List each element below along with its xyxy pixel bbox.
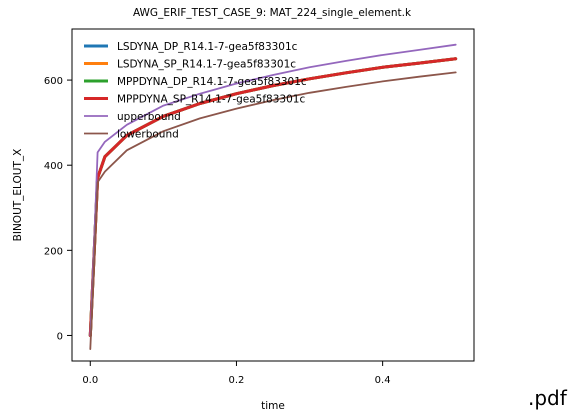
x-tick-label: 0.0 [82, 375, 98, 386]
legend-label: MPPDYNA_DP_R14.1-7-gea5f83301c [117, 76, 307, 88]
legend-label: LSDYNA_DP_R14.1-7-gea5f83301c [117, 41, 298, 53]
legend: LSDYNA_DP_R14.1-7-gea5f83301c LSDYNA_SP_R… [84, 41, 307, 141]
legend-label: upperbound [117, 111, 181, 123]
legend-label: LSDYNA_SP_R14.1-7-gea5f83301c [117, 59, 296, 71]
plot-frame [71, 28, 475, 362]
y-tick-label: 600 [44, 76, 63, 87]
x-tick-label: 0.2 [229, 375, 245, 386]
plot-area [88, 43, 458, 351]
series-line-MPPDYNA_SP_R14.1-7-gea5f83301c [88, 57, 458, 337]
legend-label: MPPDYNA_SP_R14.1-7-gea5f83301c [117, 94, 305, 106]
y-tick-label: 200 [44, 246, 63, 257]
series-line-lowerbound [89, 71, 457, 351]
axis-ticks: 0.0 0.2 0.4 0 200 400 600 [44, 76, 391, 386]
y-axis-label: BINOUT_ELOUT_X [12, 149, 24, 242]
legend-label: lowerbound [117, 129, 179, 141]
series-line-upperbound [89, 43, 457, 337]
chart-title: AWG_ERIF_TEST_CASE_9: MAT_224_single_ele… [133, 7, 412, 19]
x-axis-label: time [261, 400, 285, 412]
y-tick-label: 400 [44, 161, 63, 172]
x-tick-label: 0.4 [375, 375, 391, 386]
pdf-tag: .pdf [528, 386, 567, 410]
y-tick-label: 0 [57, 331, 63, 342]
